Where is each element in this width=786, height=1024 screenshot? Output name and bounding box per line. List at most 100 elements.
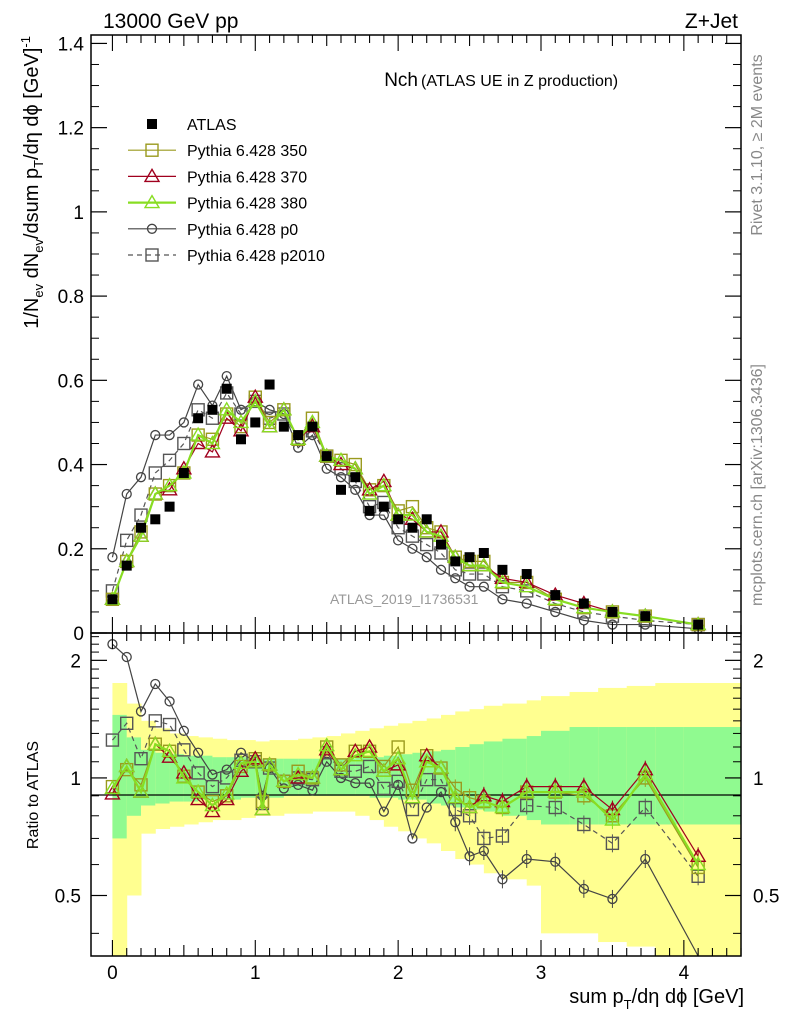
data-point-0 <box>221 383 232 394</box>
ratio-point-2 <box>418 753 435 768</box>
data-point-0 <box>278 421 289 432</box>
data-point-0 <box>264 379 275 390</box>
data-point-3 <box>332 451 350 467</box>
data-point-0 <box>178 467 189 478</box>
ratio-point-2 <box>147 735 164 750</box>
data-point-3 <box>518 578 535 593</box>
x-tick-label: 4 <box>679 963 690 984</box>
data-point-0 <box>136 522 146 533</box>
legend-label: Pythia 6.428 p2010 <box>187 248 325 265</box>
chart-title: Nch <box>384 70 418 91</box>
data-point-4 <box>164 429 175 441</box>
data-point-4 <box>478 581 490 592</box>
ratio-point-4 <box>134 752 148 766</box>
data-point-0 <box>464 552 475 563</box>
data-point-0 <box>640 611 651 622</box>
legend-marker <box>143 168 161 183</box>
data-point-4 <box>578 615 590 626</box>
ratio-point-2 <box>118 758 135 773</box>
data-point-0 <box>350 472 361 483</box>
ratio-point-2 <box>189 783 207 798</box>
ratio-point-4 <box>391 774 405 789</box>
data-point-5 <box>148 466 162 480</box>
ratio-point-3 <box>378 806 390 817</box>
data-point-3 <box>361 485 378 500</box>
ratio-point-0 <box>291 764 305 778</box>
data-point-0 <box>521 569 532 580</box>
data-point-0 <box>307 421 318 432</box>
data-point-0 <box>150 514 161 525</box>
data-point-4 <box>264 404 275 415</box>
inner-band <box>526 736 542 821</box>
y-tick-label: 0.6 <box>58 371 84 392</box>
data-point-0 <box>578 598 589 609</box>
ratio-point-2 <box>132 783 150 798</box>
ratio-point-1 <box>318 741 335 756</box>
data-point-3 <box>375 477 393 492</box>
data-point-0 <box>336 484 346 495</box>
data-point-2 <box>204 443 221 458</box>
data-point-4 <box>178 417 190 428</box>
ratio-point-2 <box>304 769 321 784</box>
data-point-0 <box>121 560 132 571</box>
ratio-point-3 <box>121 651 132 663</box>
data-point-4 <box>292 442 304 453</box>
ratio-point-3 <box>392 779 404 791</box>
ratio-point-3 <box>278 783 290 794</box>
inner-band <box>212 757 228 800</box>
ratio-point-2 <box>218 785 235 800</box>
data-point-4 <box>192 379 204 390</box>
ratio-point-2 <box>432 759 450 774</box>
rivet-label: Rivet 3.1.10, ≥ 2M events <box>749 54 766 235</box>
data-point-4 <box>392 535 404 546</box>
data-point-3 <box>494 574 511 589</box>
data-point-0 <box>321 451 332 462</box>
y-tick-label: 0.8 <box>58 287 84 308</box>
data-point-0 <box>378 501 389 512</box>
x-tick-label: 2 <box>393 963 404 984</box>
ratio-point-2 <box>204 797 221 812</box>
data-point-4 <box>421 552 432 563</box>
ratio-point-2 <box>375 762 393 777</box>
ratio-point-0 <box>320 740 334 754</box>
data-point-0 <box>164 501 175 512</box>
data-point-4 <box>550 606 561 618</box>
ratio-point-3 <box>435 786 447 798</box>
header-energy: 13000 GeV pp <box>103 10 238 33</box>
y-tick-label: 1 <box>73 203 84 224</box>
data-point-4 <box>407 543 418 554</box>
data-point-0 <box>607 606 618 617</box>
data-point-4 <box>497 594 508 605</box>
ratio-point-2 <box>332 761 350 776</box>
data-point-3 <box>189 426 207 441</box>
data-point-0 <box>193 413 204 424</box>
data-point-4 <box>150 429 161 441</box>
ratio-point-4 <box>148 714 162 728</box>
data-point-4 <box>107 552 118 563</box>
data-point-3 <box>261 418 278 433</box>
ratio-point-2 <box>347 747 364 762</box>
y-tick-label: 1.2 <box>58 119 84 140</box>
analysis-watermark: ATLAS_2019_I1736531 <box>330 591 479 607</box>
ratio-point-4 <box>120 716 134 730</box>
x-tick-label: 1 <box>250 963 261 984</box>
ratio-point-2 <box>389 750 407 765</box>
ratio-point-4 <box>162 717 177 732</box>
data-point-0 <box>450 556 461 567</box>
ratio-point-3 <box>192 747 204 758</box>
ratio-point-2 <box>361 742 378 757</box>
legend-label: Pythia 6.428 350 <box>187 143 307 160</box>
data-point-0 <box>550 590 561 601</box>
y-tick-label: 0.4 <box>58 456 85 477</box>
ratio-point-4 <box>191 766 205 780</box>
legend: ATLAS Pythia 6.428 350 Pythia 6.428 370 Pyt… <box>128 117 325 265</box>
data-point-0 <box>393 514 404 525</box>
data-point-3 <box>247 392 264 408</box>
inner-band <box>155 752 171 804</box>
ratio-point-3 <box>407 833 418 844</box>
ratio-point-3 <box>350 777 361 789</box>
ratio-point-4 <box>405 802 420 817</box>
inner-band <box>126 737 142 816</box>
ratio-point-3 <box>421 802 432 813</box>
data-point-4 <box>321 463 332 474</box>
